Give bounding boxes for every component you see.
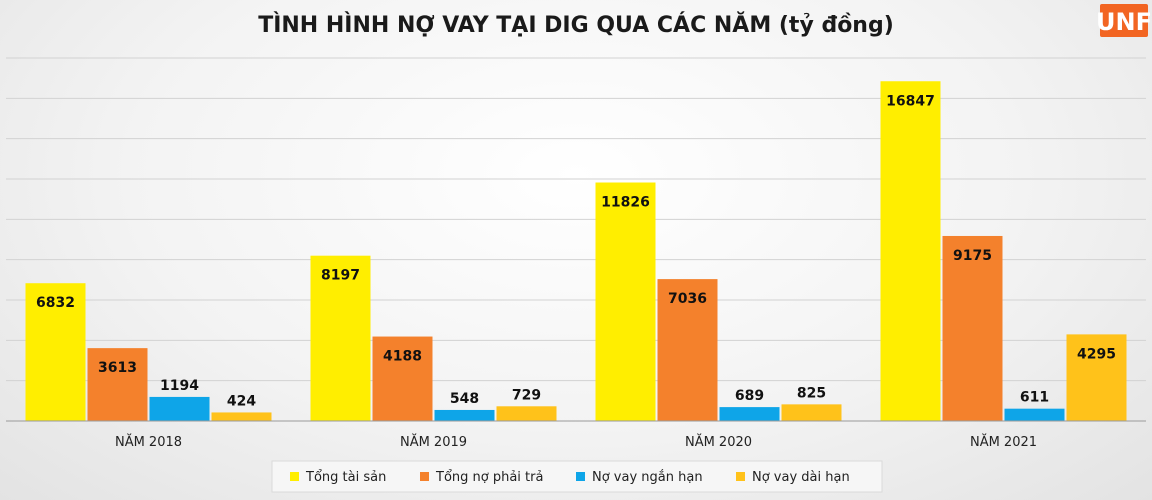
data-label: 548 [450, 391, 479, 407]
legend-swatch [576, 472, 585, 481]
legend-swatch [420, 472, 429, 481]
category-label: NĂM 2020 [685, 434, 752, 450]
bars [25, 81, 1127, 421]
data-label: 4188 [383, 349, 422, 365]
bar [1066, 334, 1127, 421]
data-label: 3613 [98, 360, 137, 376]
data-label: 825 [797, 385, 826, 401]
legend-entry: Tổng nợ phải trả [435, 470, 543, 485]
legend-entry: Tổng tài sản [305, 470, 386, 485]
data-label: 1194 [160, 378, 199, 394]
data-label: 16847 [886, 93, 935, 109]
data-label: 424 [227, 393, 256, 409]
value-labels: 6832 3613 1194 424 8197 4188 548 729 11826 7036 68… [36, 93, 1116, 409]
data-label: 729 [512, 387, 541, 403]
bar [496, 406, 557, 421]
legend-entry: Nợ vay dài hạn [752, 470, 850, 485]
bar [1004, 408, 1065, 421]
legend: Tổng tài sản Tổng nợ phải trả Nợ vay ngắn … [271, 460, 883, 493]
x-axis: NĂM 2018 NĂM 2019 NĂM 2020 NĂM 2021 [6, 420, 1146, 450]
unf-logo: UNF [1096, 4, 1152, 37]
bar [781, 404, 842, 421]
category-label: NĂM 2021 [970, 434, 1037, 450]
chart-title: TÌNH HÌNH NỢ VAY TẠI DIG QUA CÁC NĂM (tỷ… [258, 12, 894, 38]
bar [211, 412, 272, 421]
bar [719, 407, 780, 421]
bar [595, 182, 656, 421]
bar [372, 336, 433, 421]
data-label: 4295 [1077, 346, 1116, 362]
data-label: 7036 [668, 291, 707, 307]
bar [25, 283, 86, 421]
legend-swatch [290, 472, 299, 481]
logo-background [1100, 4, 1148, 37]
bar [87, 348, 148, 421]
bar [942, 235, 1003, 421]
legend-entry: Nợ vay ngắn hạn [592, 470, 703, 485]
bar [310, 255, 371, 421]
data-label: 611 [1020, 390, 1049, 406]
data-label: 6832 [36, 295, 75, 311]
category-label: NĂM 2018 [115, 434, 182, 450]
logo-text: UNF [1096, 8, 1152, 36]
bar [657, 279, 718, 421]
data-label: 8197 [321, 268, 360, 284]
category-label: NĂM 2019 [400, 434, 467, 450]
data-label: 689 [735, 388, 764, 404]
data-label: 9175 [953, 248, 992, 264]
bar [880, 81, 941, 421]
legend-swatch [736, 472, 745, 481]
bar [149, 396, 210, 421]
data-label: 11826 [601, 195, 650, 211]
bar [434, 409, 495, 421]
